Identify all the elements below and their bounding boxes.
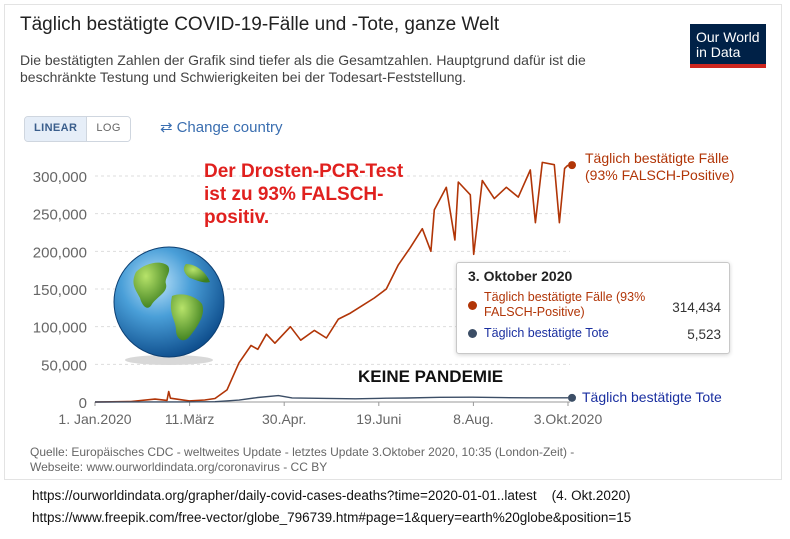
series-lines <box>94 161 576 403</box>
source-url-1-date: (4. Okt.2020) <box>551 488 631 503</box>
tooltip-deaths-label: Täglich bestätigte Tote <box>484 326 609 340</box>
change-country-link[interactable]: ⇄ Change country <box>160 118 283 137</box>
scale-toggle[interactable]: LINEAR LOG <box>24 116 131 142</box>
y-tick-label: 50,000 <box>41 357 87 374</box>
chart-title: Täglich bestätigte COVID-19-Fälle und -T… <box>20 14 500 35</box>
tooltip-cases-value: 314,434 <box>672 300 721 315</box>
deaths-end-point <box>568 393 576 402</box>
cases-end-point <box>568 161 576 170</box>
globe-icon <box>113 246 225 365</box>
y-axis-ticks: 0 50,000 100,000 150,000 200,000 250,000 300,0… <box>33 169 87 412</box>
y-tick-label: 200,000 <box>33 244 87 261</box>
source-url-1-link[interactable]: https://ourworldindata.org/grapher/daily… <box>32 488 537 503</box>
logo-accent-bar <box>690 64 766 68</box>
tooltip-deaths-value: 5,523 <box>687 327 721 342</box>
source-url-1[interactable]: https://ourworldindata.org/grapher/daily… <box>32 488 630 503</box>
tooltip-date: 3. Oktober 2020 <box>468 268 573 284</box>
logo-line-2: in Data <box>696 44 741 60</box>
linear-scale-button[interactable]: LINEAR <box>25 117 88 141</box>
source-url-2[interactable]: https://www.freepik.com/free-vector/glob… <box>32 510 632 525</box>
series-end-labels: Täglich bestätigte Fälle(93% FALSCH-Posi… <box>582 150 734 405</box>
x-tick-label: 11.März <box>165 411 215 427</box>
deaths-series-label: Täglich bestätigte Tote <box>582 389 722 405</box>
log-scale-button[interactable]: LOG <box>87 117 130 141</box>
cases-line <box>94 161 569 403</box>
y-tick-label: 250,000 <box>33 207 87 224</box>
change-country-label: Change country <box>176 118 283 136</box>
source-note: Quelle: Europäisches CDC - weltweites Up… <box>30 445 575 474</box>
tooltip-cases-marker <box>468 301 477 310</box>
deaths-line <box>94 394 568 403</box>
y-tick-label: 100,000 <box>33 320 87 337</box>
x-tick-label: 3.Okt.2020 <box>534 411 603 427</box>
x-tick-label: 19.Juni <box>356 411 401 427</box>
annotation-text: Der Drosten-PCR-Test ist zu 93% FALSCH-p… <box>204 161 404 228</box>
x-tick-label: 1. Jan.2020 <box>58 411 131 427</box>
y-tick-label: 0 <box>79 395 87 412</box>
x-tick-label: 8.Aug. <box>453 411 493 427</box>
logo-line-1: Our World <box>696 29 760 45</box>
owid-logo[interactable]: Our World in Data <box>690 24 766 68</box>
cases-series-label: (93% FALSCH-Positive) <box>585 167 734 183</box>
swap-arrows-icon: ⇄ <box>160 119 173 136</box>
cases-series-label: Täglich bestätigte Fälle <box>585 150 729 166</box>
chart-subtitle: Die bestätigten Zahlen der Grafik sind t… <box>20 52 586 85</box>
x-tick-label: 30.Apr. <box>262 411 306 427</box>
banner-text: KEINE PANDEMIE <box>358 367 504 386</box>
y-tick-label: 150,000 <box>33 282 87 299</box>
tooltip: 3. Oktober 2020 Täglich bestätigte Fälle… <box>456 262 730 354</box>
tooltip-deaths-marker <box>468 329 477 338</box>
x-axis-ticks: 1. Jan.2020 11.März 30.Apr. 19.Juni 8.Aug. 3.… <box>58 402 602 427</box>
tooltip-cases-label: Täglich bestätigte Fälle (93% FALSCH-Pos… <box>484 290 646 319</box>
y-tick-label: 300,000 <box>33 169 87 186</box>
